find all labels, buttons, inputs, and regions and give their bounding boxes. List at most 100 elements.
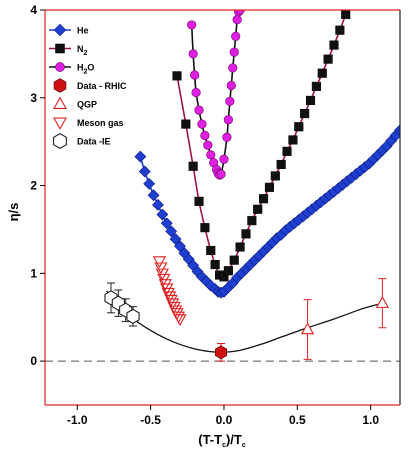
point-1-13 <box>247 216 257 226</box>
fit-curve-line <box>106 290 383 354</box>
x-tick-label-0: -1.0 <box>67 413 88 427</box>
y-tick-label-2: 2 <box>30 179 37 193</box>
legend-label-base-2: H <box>77 63 84 73</box>
point-2-0 <box>187 20 197 30</box>
y-tick-label-3: 3 <box>30 91 37 105</box>
point-5-0 <box>152 256 167 269</box>
x-axis-label-pre: (T-T <box>198 432 222 447</box>
point-2-3 <box>191 87 201 98</box>
legend-marker-0 <box>53 23 67 37</box>
point-1-18 <box>276 159 286 170</box>
legend-label-2: H2O <box>77 63 94 76</box>
point-2-17 <box>225 96 235 106</box>
point-1-11 <box>235 242 245 252</box>
y-axis-label: η/s <box>6 203 21 222</box>
y-tick-label-1: 1 <box>30 266 37 280</box>
point-1-0 <box>172 71 182 81</box>
legend-label-sub-2: 2 <box>84 69 88 76</box>
point-2-13 <box>216 169 226 179</box>
legend-label-4: QGP <box>77 100 97 110</box>
point-2-14 <box>219 154 229 164</box>
point-1-25 <box>317 68 327 78</box>
plot-area <box>45 10 400 405</box>
point-1-19 <box>282 146 292 156</box>
legend-marker-3 <box>53 78 67 93</box>
point-2-22 <box>232 15 242 25</box>
point-2-21 <box>231 31 241 41</box>
point-0-1 <box>138 165 151 178</box>
point-1-4 <box>200 223 210 233</box>
point-1-20 <box>288 135 298 145</box>
point-1-23 <box>305 95 316 105</box>
point-0-6 <box>160 217 173 230</box>
point-1-28 <box>335 25 345 35</box>
point-1-15 <box>259 194 269 204</box>
point-0-2 <box>143 177 156 190</box>
point-1-9 <box>223 266 233 276</box>
point-0-7 <box>165 225 178 238</box>
legend-marker-4 <box>53 96 67 109</box>
point-5-4 <box>158 279 172 291</box>
point-2-19 <box>228 63 238 73</box>
point-2-1 <box>188 49 198 59</box>
point-0-5 <box>156 208 169 221</box>
legend-label-6: Data -IE <box>77 137 111 147</box>
point-1-5 <box>206 245 216 256</box>
point-2-4 <box>194 105 204 115</box>
legend-label-base-1: N <box>77 44 84 54</box>
legend-marker-5 <box>53 117 67 130</box>
point-2-8 <box>206 150 216 160</box>
point-1-10 <box>229 255 239 265</box>
legend-label-0: He <box>77 26 89 36</box>
x-tick-label-3: 0.5 <box>289 413 306 427</box>
legend-marker-2 <box>55 62 65 72</box>
point-2-6 <box>200 130 210 141</box>
x-axis-label-mid: )/T <box>226 432 242 447</box>
point-1-21 <box>294 122 304 132</box>
point-2-5 <box>197 119 207 129</box>
x-axis-label-sub2: c <box>242 442 246 449</box>
point-2-16 <box>223 115 233 125</box>
point-1-2 <box>188 161 198 171</box>
x-tick-label-4: 1.0 <box>362 413 379 427</box>
point-1-24 <box>311 81 321 91</box>
point-2-15 <box>222 132 232 142</box>
point-0-60 <box>394 124 400 137</box>
point-0-4 <box>152 198 164 211</box>
legend-marker-6 <box>53 133 67 149</box>
legend-label-post-2: O <box>87 63 94 73</box>
point-1-27 <box>329 40 339 50</box>
point-2-7 <box>203 140 213 150</box>
point-3-0 <box>215 345 228 360</box>
point-1-1 <box>181 119 191 129</box>
point-1-3 <box>194 196 204 206</box>
x-tick-label-2: 0.0 <box>216 413 233 427</box>
legend-marker-1 <box>55 43 65 54</box>
legend-label-5: Meson gas <box>77 118 124 128</box>
markers-layer <box>104 10 400 362</box>
point-1-6 <box>210 260 220 270</box>
point-2-2 <box>190 70 200 80</box>
point-1-26 <box>323 54 333 64</box>
axes-layer: -1.0 -0.5 0.0 0.5 1.0 0 1 2 3 4 <box>30 3 401 427</box>
point-1-14 <box>253 204 263 214</box>
point-4-0 <box>300 322 315 335</box>
point-2-20 <box>229 47 239 57</box>
point-1-22 <box>300 109 310 119</box>
y-tick-label-0: 0 <box>30 354 37 368</box>
x-tick-label-1: -0.5 <box>140 413 161 427</box>
point-1-12 <box>241 229 251 239</box>
point-2-24 <box>235 10 245 15</box>
point-0-3 <box>147 189 160 202</box>
point-4-1 <box>375 296 390 308</box>
point-5-5 <box>160 283 174 296</box>
point-1-17 <box>270 171 280 181</box>
point-1-16 <box>264 182 274 192</box>
x-axis-label-sub1: c <box>222 442 226 449</box>
point-1-29 <box>341 10 351 19</box>
legend-label-1: N2 <box>77 44 88 57</box>
point-2-18 <box>226 80 236 91</box>
point-5-14 <box>173 314 187 327</box>
